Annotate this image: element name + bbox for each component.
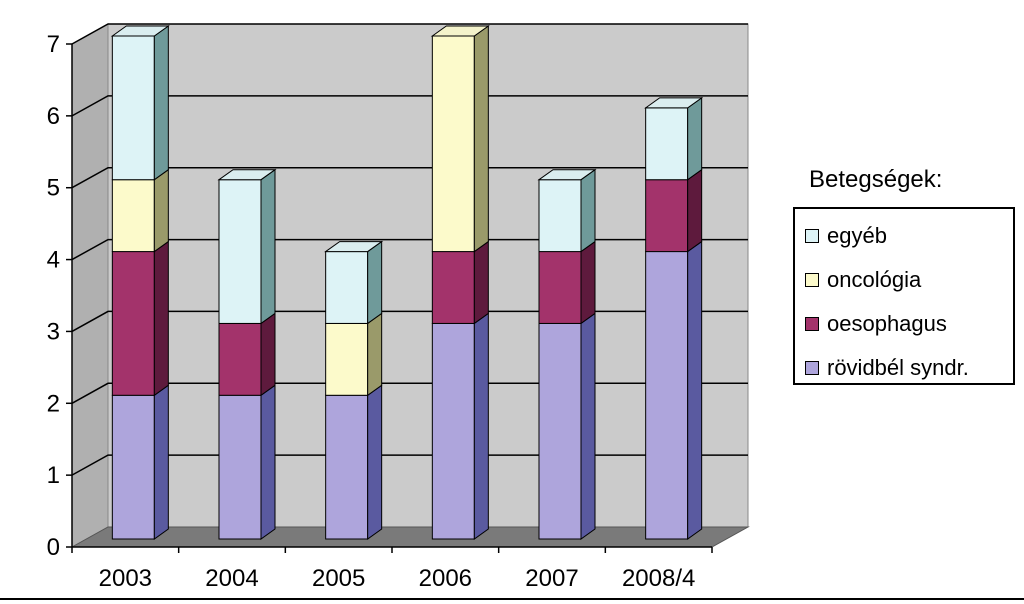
legend-swatch xyxy=(805,317,819,331)
gridline xyxy=(71,238,748,261)
y-tick-label: 5 xyxy=(47,175,60,202)
gridline xyxy=(71,454,748,476)
bar-segment-side xyxy=(153,240,169,397)
bar-segment-side xyxy=(153,384,169,540)
x-tick-label: 2006 xyxy=(419,565,472,592)
bar-segment xyxy=(538,179,582,253)
x-tick-label: 2007 xyxy=(525,565,578,592)
bar-segment xyxy=(218,179,262,324)
bar-segment xyxy=(111,394,155,540)
legend-label: rövidbél syndr. xyxy=(827,355,969,380)
bar-segment xyxy=(111,179,155,253)
legend-title: Betegségek: xyxy=(809,166,943,193)
bar-segment xyxy=(431,322,475,540)
y-tick-label: 4 xyxy=(47,247,60,274)
legend-swatch xyxy=(805,273,819,287)
gridline xyxy=(71,382,748,404)
x-tick-label: 2004 xyxy=(205,565,258,592)
y-tick-label: 7 xyxy=(47,31,60,58)
y-tick-label: 1 xyxy=(47,462,60,489)
bar-segment xyxy=(538,322,582,540)
x-tick-label: 2003 xyxy=(99,565,152,592)
bottom-divider xyxy=(0,598,1024,600)
gridline xyxy=(71,166,748,189)
bar-segment xyxy=(538,251,582,324)
bar-segment xyxy=(645,251,689,540)
y-tick-label: 3 xyxy=(47,318,60,345)
bar-segment-side xyxy=(367,240,383,325)
bar-segment-side xyxy=(687,96,703,181)
bar-segment-side xyxy=(153,168,169,253)
gridline xyxy=(71,310,748,333)
bar-segment xyxy=(111,35,155,181)
bar-segment-side xyxy=(580,168,596,253)
legend-label: egyéb xyxy=(827,223,887,248)
legend-item: rövidbél syndr. xyxy=(805,353,969,383)
bar-top xyxy=(644,97,704,109)
y-tick-label: 2 xyxy=(47,390,60,417)
y-tick-label: 0 xyxy=(47,534,60,561)
bar-segment-side xyxy=(473,240,489,325)
bar-segment-side xyxy=(260,384,276,540)
gridline xyxy=(71,95,748,117)
bar-segment xyxy=(218,322,262,396)
x-tick-label: 2008/4 xyxy=(622,565,695,592)
bar-segment xyxy=(111,251,155,396)
bar-segment-side xyxy=(687,168,703,253)
bar-segment xyxy=(325,251,369,324)
bar-segment-side xyxy=(687,240,703,540)
bar-segment xyxy=(431,251,475,324)
bar-segment xyxy=(645,179,689,253)
y-tick-label: 6 xyxy=(47,103,60,130)
bar-top xyxy=(217,169,277,181)
bar-segment-side xyxy=(580,240,596,325)
bar-top xyxy=(430,25,490,37)
legend: egyéb oncológia oesophagus rövidbél syndr. xyxy=(793,207,1015,385)
bar-top xyxy=(537,169,597,181)
bar-segment xyxy=(645,107,689,181)
bar-segment xyxy=(325,322,369,396)
bar-top xyxy=(324,241,384,253)
legend-label: oesophagus xyxy=(827,311,947,336)
bar-segment xyxy=(431,35,475,253)
bar-top xyxy=(110,25,170,37)
legend-swatch xyxy=(805,361,819,375)
bar-segment-side xyxy=(260,168,276,325)
bar-segment xyxy=(325,394,369,540)
bar-segment-side xyxy=(473,312,489,540)
legend-swatch xyxy=(805,229,819,243)
x-tick-label: 2005 xyxy=(312,565,365,592)
bar-segment-side xyxy=(260,312,276,397)
legend-label: oncológia xyxy=(827,267,922,292)
bar-segment xyxy=(218,394,262,540)
bar-segment-side xyxy=(153,25,169,181)
legend-item: oesophagus xyxy=(805,309,947,339)
legend-item: oncológia xyxy=(805,265,921,295)
chart-side-wall xyxy=(71,23,109,548)
gridline xyxy=(71,23,748,45)
legend-item: egyéb xyxy=(805,221,887,251)
bar-segment-side xyxy=(367,312,383,397)
bar-segment-side xyxy=(580,312,596,540)
bar-segment-side xyxy=(367,384,383,540)
bar-segment-side xyxy=(473,25,489,253)
